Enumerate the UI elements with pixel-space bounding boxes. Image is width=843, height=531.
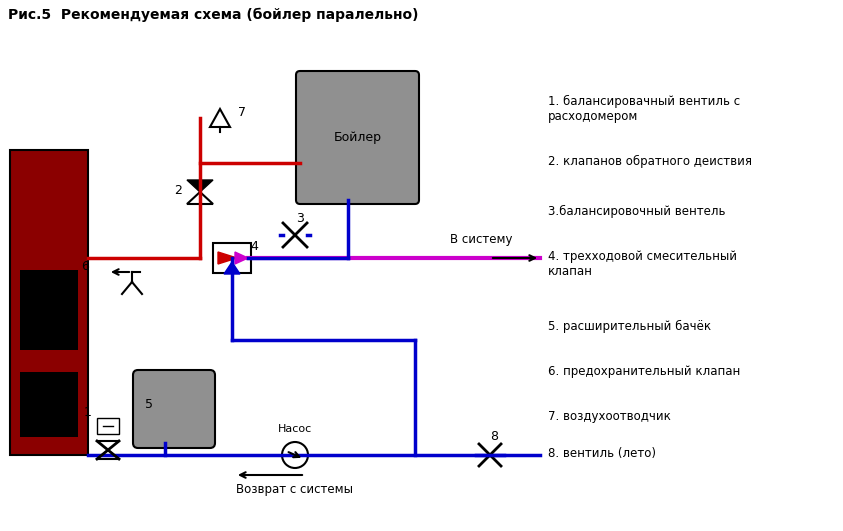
Text: 4. трехходовой смесительный
клапан: 4. трехходовой смесительный клапан [548, 250, 737, 278]
Text: 7: 7 [238, 107, 246, 119]
Text: 3: 3 [296, 211, 304, 225]
Text: Рис.5  Рекомендуемая схема (бойлер паралельно): Рис.5 Рекомендуемая схема (бойлер парале… [8, 8, 418, 22]
Polygon shape [224, 262, 240, 274]
Polygon shape [187, 192, 213, 204]
Text: 6. предохранительный клапан: 6. предохранительный клапан [548, 365, 740, 378]
Text: 2: 2 [174, 184, 182, 196]
Text: Возврат с системы: Возврат с системы [237, 484, 353, 496]
FancyBboxPatch shape [133, 370, 215, 448]
Text: 7. воздухоотводчик: 7. воздухоотводчик [548, 410, 671, 423]
Polygon shape [210, 109, 230, 127]
Bar [213, 243, 251, 273]
Text: 1: 1 [84, 407, 92, 419]
Text: 6: 6 [81, 261, 89, 273]
Text: 8. вентиль (лето): 8. вентиль (лето) [548, 447, 656, 460]
Bar [10, 150, 88, 455]
Bar [20, 270, 78, 350]
Text: Бойлер: Бойлер [334, 131, 382, 144]
Text: 4: 4 [250, 239, 258, 253]
FancyBboxPatch shape [296, 71, 419, 204]
Bar [20, 372, 78, 437]
Text: 8: 8 [490, 430, 498, 442]
Polygon shape [187, 180, 213, 192]
Bar [97, 418, 119, 434]
Text: 1. балансировачный вентиль с
расходомером: 1. балансировачный вентиль с расходомеро… [548, 95, 740, 123]
Text: В систему: В систему [450, 234, 513, 246]
Text: 5. расширительный бачёк: 5. расширительный бачёк [548, 320, 711, 333]
Text: 5: 5 [145, 398, 153, 410]
Text: 2. клапанов обратного деиствия: 2. клапанов обратного деиствия [548, 155, 752, 168]
Text: Насос: Насос [278, 424, 312, 434]
Text: 3.балансировочный вентель: 3.балансировочный вентель [548, 205, 726, 218]
Polygon shape [218, 252, 237, 264]
Polygon shape [235, 252, 248, 264]
